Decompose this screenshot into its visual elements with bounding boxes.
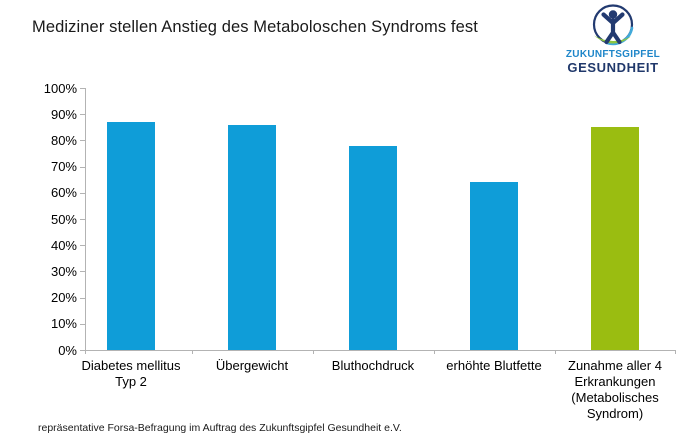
logo: ZUKUNFTSGIPFEL GESUNDHEIT: [560, 2, 666, 75]
y-axis-tick-label: 0%: [58, 342, 77, 358]
y-axis-tick-label: 40%: [50, 237, 77, 253]
y-axis-tick-label: 30%: [50, 263, 77, 279]
x-axis-tick: [191, 350, 193, 354]
x-axis-category-label: Zunahme aller 4 Erkrankungen (Metabolisc…: [568, 358, 662, 421]
x-axis-category-label: Diabetes mellitus Typ 2: [81, 358, 181, 389]
source-note: repräsentative Forsa-Befragung im Auftra…: [38, 422, 402, 434]
y-axis-line: [85, 88, 86, 350]
x-axis-category-label: Bluthochdruck: [331, 358, 415, 373]
y-axis-tick: [80, 114, 85, 116]
x-axis-tick: [85, 350, 86, 354]
x-axis-tick: [675, 350, 676, 354]
bar: [591, 127, 639, 350]
y-axis-tick-label: 70%: [50, 159, 77, 175]
bar: [470, 182, 518, 350]
y-axis-tick: [80, 297, 85, 299]
y-axis-tick: [80, 166, 85, 168]
y-axis-tick-label: 50%: [50, 211, 77, 227]
bar: [349, 145, 397, 350]
gesundheit-wordmark: GESUNDHEIT: [567, 60, 659, 75]
x-axis-category-label: erhöhte Blutfette: [446, 358, 542, 373]
x-axis-tick: [433, 350, 435, 354]
y-axis-tick: [80, 245, 85, 247]
y-axis-tick-label: 90%: [50, 106, 77, 122]
person-in-circle-icon: [592, 4, 634, 46]
y-axis-tick: [80, 192, 85, 194]
y-axis-tick-label: 100%: [43, 80, 77, 96]
x-axis-category-label: Übergewicht: [215, 358, 289, 373]
y-axis-tick-label: 80%: [50, 132, 77, 148]
y-axis-tick: [80, 219, 85, 220]
bar: [228, 124, 276, 350]
y-axis-tick: [80, 88, 85, 89]
y-axis-tick-label: 60%: [50, 185, 77, 201]
y-axis-tick-label: 20%: [50, 290, 77, 306]
y-axis-tick-label: 10%: [50, 316, 77, 332]
x-axis-tick: [554, 350, 556, 354]
x-axis-line: [85, 350, 676, 351]
y-axis-tick: [80, 350, 85, 351]
y-axis-tick: [80, 271, 85, 273]
bar: [107, 122, 155, 350]
zukunftsgipfel-wordmark: ZUKUNFTSGIPFEL: [565, 49, 661, 60]
y-axis-tick: [80, 140, 85, 142]
chart-title: Mediziner stellen Anstieg des Metabolosc…: [32, 18, 478, 36]
y-axis-tick: [80, 323, 85, 325]
x-axis-tick: [312, 350, 314, 354]
